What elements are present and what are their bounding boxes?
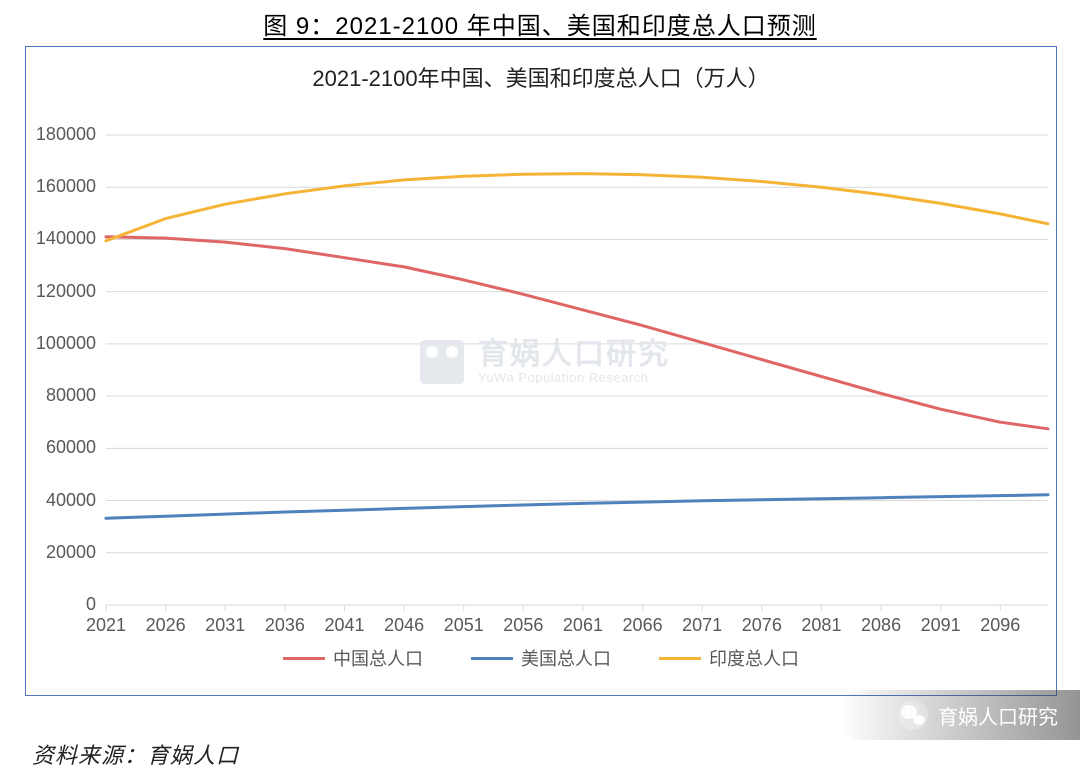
- x-tick-label: 2091: [913, 615, 969, 636]
- legend-swatch: [659, 657, 701, 660]
- legend: 中国总人口 美国总人口 印度总人口: [26, 645, 1056, 671]
- x-tick-label: 2036: [257, 615, 313, 636]
- y-tick-label: 80000: [26, 385, 96, 406]
- y-tick-label: 20000: [26, 542, 96, 563]
- legend-item: 中国总人口: [283, 645, 423, 671]
- legend-label: 中国总人口: [333, 645, 423, 671]
- chart-frame: 2021-2100年中国、美国和印度总人口（万人） 02000040000600…: [25, 46, 1057, 696]
- x-tick-label: 2056: [495, 615, 551, 636]
- y-tick-label: 180000: [26, 124, 96, 145]
- source-label: 资料来源：育娲人口: [32, 738, 239, 770]
- x-tick-label: 2096: [972, 615, 1028, 636]
- wechat-badge-text: 育娲人口研究: [938, 701, 1058, 730]
- x-tick-label: 2081: [793, 615, 849, 636]
- wechat-badge: 育娲人口研究: [838, 690, 1080, 740]
- x-tick-label: 2061: [555, 615, 611, 636]
- x-tick-label: 2026: [138, 615, 194, 636]
- series-line-0: [106, 237, 1048, 429]
- x-tick-label: 2031: [197, 615, 253, 636]
- legend-label: 美国总人口: [521, 645, 611, 671]
- y-tick-label: 100000: [26, 333, 96, 354]
- figure-title: 图 9：2021-2100 年中国、美国和印度总人口预测: [0, 0, 1080, 41]
- y-tick-label: 60000: [26, 437, 96, 458]
- y-tick-label: 140000: [26, 228, 96, 249]
- x-tick-label: 2041: [316, 615, 372, 636]
- legend-item: 美国总人口: [471, 645, 611, 671]
- y-tick-label: 0: [26, 594, 96, 615]
- x-tick-label: 2086: [853, 615, 909, 636]
- x-tick-label: 2076: [734, 615, 790, 636]
- series-line-1: [106, 495, 1048, 519]
- y-tick-label: 160000: [26, 176, 96, 197]
- x-tick-label: 2046: [376, 615, 432, 636]
- series-line-2: [106, 174, 1048, 241]
- x-tick-label: 2021: [78, 615, 134, 636]
- x-tick-label: 2071: [674, 615, 730, 636]
- legend-label: 印度总人口: [709, 645, 799, 671]
- y-tick-label: 40000: [26, 490, 96, 511]
- legend-swatch: [283, 657, 325, 660]
- wechat-icon: [898, 700, 928, 730]
- x-tick-label: 2051: [436, 615, 492, 636]
- x-tick-label: 2066: [615, 615, 671, 636]
- y-tick-label: 120000: [26, 281, 96, 302]
- chart-svg: [26, 47, 1058, 697]
- legend-swatch: [471, 657, 513, 660]
- legend-item: 印度总人口: [659, 645, 799, 671]
